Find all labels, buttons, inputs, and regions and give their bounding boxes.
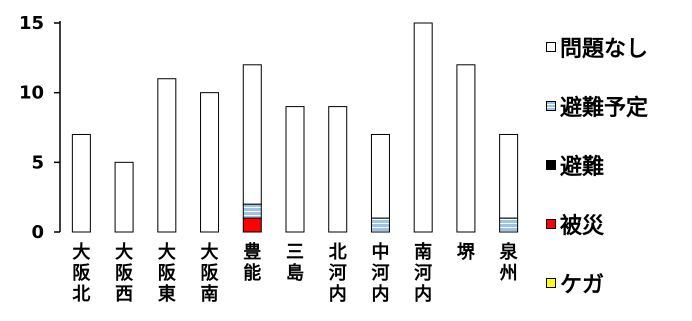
bar-segment (200, 92, 220, 233)
legend-swatch-evacuation-planned (546, 101, 556, 111)
bars (71, 22, 519, 233)
legend: 問題なし 避難予定 避難 被災 ケガ (546, 0, 692, 321)
legend-label: ケガ (560, 273, 605, 298)
y-tick-label: 5 (31, 152, 44, 173)
x-tick-label: 豊能 (243, 242, 261, 284)
legend-swatch-damaged (546, 219, 556, 229)
bar-segment (499, 133, 519, 219)
legend-item-evacuated: 避難 (546, 151, 605, 180)
bar-segment (328, 106, 348, 233)
legend-label: 問題なし (560, 37, 649, 62)
x-tick-label: 中河内 (371, 241, 389, 305)
bar-segment (456, 64, 476, 233)
bar-segment (285, 106, 305, 233)
legend-item-no-problem: 問題なし (546, 33, 649, 62)
x-tick-label: 大阪東 (158, 241, 177, 305)
x-tick-label: 大阪南 (201, 241, 220, 305)
y-tick-label: 10 (19, 83, 44, 104)
x-tick-label: 堺 (457, 241, 476, 263)
legend-label: 避難 (560, 155, 605, 180)
legend-label: 被災 (560, 214, 605, 239)
x-tick-label: 南河内 (414, 241, 432, 305)
legend-label: 避難予定 (560, 96, 649, 121)
bar-segment (157, 78, 177, 233)
y-tick-label: 15 (19, 13, 44, 34)
y-tick-label: 0 (31, 222, 44, 243)
legend-swatch-evacuated (546, 160, 556, 170)
bar-segment (413, 22, 433, 233)
bar-segment (242, 64, 262, 205)
bar-segment (242, 217, 262, 233)
legend-item-evacuation-planned: 避難予定 (546, 92, 649, 121)
legend-item-injury: ケガ (546, 269, 605, 298)
bar-segment (242, 203, 262, 219)
x-tick-label: 北河内 (329, 242, 347, 305)
legend-swatch-no-problem (546, 42, 556, 52)
y-axis: 0 5 10 15 (19, 13, 61, 243)
x-tick-label: 大阪西 (115, 241, 134, 305)
bar-segment (499, 217, 519, 233)
bar-segment (71, 133, 91, 233)
x-tick-label: 大阪北 (72, 241, 91, 305)
x-tick-label: 三島 (286, 242, 304, 284)
legend-item-damaged: 被災 (546, 210, 605, 239)
bar-segment (370, 133, 390, 219)
bar-segment (114, 161, 134, 233)
legend-swatch-injury (546, 278, 556, 288)
bar-segment (370, 217, 390, 233)
x-tick-label: 泉州 (499, 241, 519, 284)
